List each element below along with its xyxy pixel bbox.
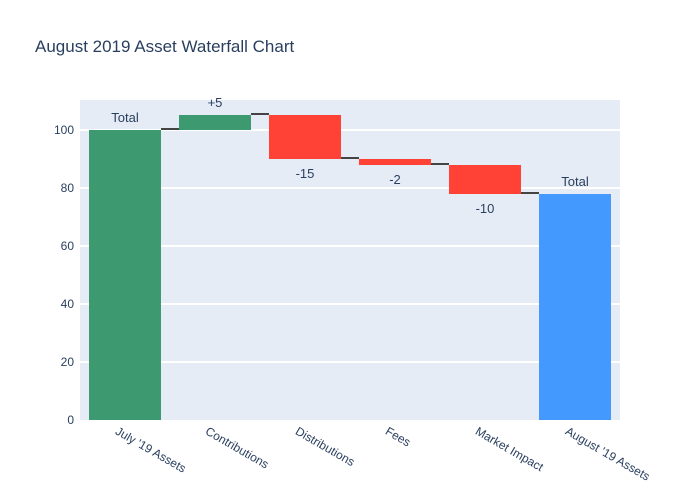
y-tick-label-0: 0 — [67, 413, 74, 427]
x-tick-label-july-19-assets: July '19 Assets — [113, 424, 189, 476]
waterfall-bar-july-19-assets[interactable] — [89, 129, 161, 420]
gridline — [80, 244, 620, 247]
x-tick-label-market-impact: Market Impact — [473, 424, 546, 475]
gridline — [80, 302, 620, 305]
x-tick-label-distributions: Distributions — [293, 424, 358, 470]
y-tick-label-40: 40 — [60, 296, 74, 311]
y-tick-label-80: 80 — [60, 180, 74, 195]
connector-line — [431, 162, 449, 165]
bar-value-label-distributions: -15 — [295, 165, 315, 181]
plot-area[interactable]: Total +5 -15 -2 -10 Total — [80, 95, 620, 420]
x-tick-label-contributions: Contributions — [203, 424, 272, 472]
waterfall-bar-contributions[interactable] — [179, 115, 251, 130]
gridline — [80, 360, 620, 363]
connector-line — [341, 156, 359, 159]
connector-line — [161, 127, 179, 130]
bar-value-label-fees: -2 — [389, 171, 401, 187]
waterfall-bar-august-19-assets[interactable] — [539, 193, 611, 420]
connector-line — [251, 113, 269, 116]
bar-value-label-contributions: +5 — [207, 95, 223, 111]
y-tick-label-60: 60 — [60, 238, 74, 253]
connector-line — [521, 191, 539, 194]
bar-value-label-market-impact: -10 — [475, 200, 495, 216]
bar-value-label-august-19-assets: Total — [561, 173, 589, 189]
gridline — [80, 128, 620, 131]
waterfall-bar-market-impact[interactable] — [449, 164, 521, 194]
gridline — [80, 186, 620, 189]
y-tick-label-100: 100 — [53, 122, 74, 137]
x-tick-label-fees: Fees — [383, 424, 414, 450]
bar-value-label-july-19-assets: Total — [111, 109, 139, 125]
waterfall-bar-fees[interactable] — [359, 158, 431, 165]
waterfall-bar-distributions[interactable] — [269, 115, 341, 159]
chart-title: August 2019 Asset Waterfall Chart — [35, 37, 295, 56]
y-tick-label-20: 20 — [60, 354, 74, 369]
x-tick-label-august-19-assets: August '19 Assets — [563, 424, 653, 484]
